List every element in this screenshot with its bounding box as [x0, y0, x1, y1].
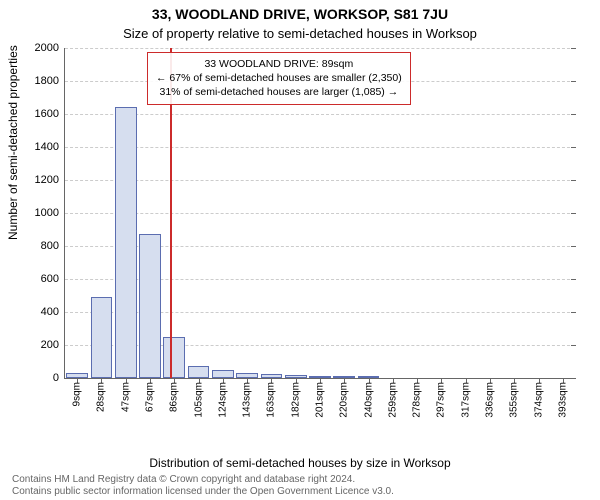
histogram-bar [163, 337, 185, 378]
x-axis-label: Distribution of semi-detached houses by … [0, 456, 600, 470]
ytick-label: 2000 [35, 42, 65, 54]
ytick-mark [571, 378, 576, 379]
ytick-label: 200 [41, 339, 65, 351]
plot-area: 02004006008001000120014001600180020009sq… [64, 48, 575, 379]
ytick-label: 1200 [35, 174, 65, 186]
callout-box: 33 WOODLAND DRIVE: 89sqm ← 67% of semi-d… [147, 52, 411, 105]
xtick-label: 67sqm [145, 378, 156, 412]
xtick-label: 201sqm [315, 378, 326, 418]
gridline [65, 48, 575, 49]
ytick-mark [571, 345, 576, 346]
ytick-label: 1000 [35, 207, 65, 219]
gridline [65, 213, 575, 214]
xtick-label: 124sqm [217, 378, 228, 418]
ytick-label: 400 [41, 306, 65, 318]
xtick-label: 336sqm [485, 378, 496, 418]
histogram-bar [139, 234, 161, 378]
xtick-label: 143sqm [242, 378, 253, 418]
gridline [65, 147, 575, 148]
callout-line-1: 33 WOODLAND DRIVE: 89sqm [156, 57, 402, 71]
xtick-label: 9sqm [72, 378, 83, 406]
xtick-label: 163sqm [266, 378, 277, 418]
ytick-mark [571, 312, 576, 313]
xtick-label: 182sqm [290, 378, 301, 418]
ytick-mark [571, 81, 576, 82]
xtick-label: 28sqm [96, 378, 107, 412]
histogram-bar [188, 366, 210, 378]
footnote: Contains HM Land Registry data © Crown c… [12, 474, 588, 498]
ytick-label: 0 [53, 372, 65, 384]
chart-title-main: 33, WOODLAND DRIVE, WORKSOP, S81 7JU [0, 6, 600, 22]
gridline [65, 114, 575, 115]
xtick-label: 393sqm [557, 378, 568, 418]
xtick-label: 317sqm [460, 378, 471, 418]
histogram-bar [212, 370, 234, 378]
xtick-label: 297sqm [436, 378, 447, 418]
ytick-mark [571, 213, 576, 214]
xtick-label: 259sqm [387, 378, 398, 418]
ytick-label: 1400 [35, 141, 65, 153]
xtick-label: 355sqm [509, 378, 520, 418]
histogram-bar [91, 297, 113, 378]
callout-line-3: 31% of semi-detached houses are larger (… [156, 85, 402, 99]
xtick-label: 374sqm [533, 378, 544, 418]
y-axis-label: Number of semi-detached properties [6, 45, 20, 240]
ytick-mark [571, 180, 576, 181]
gridline [65, 180, 575, 181]
callout-line-2: ← 67% of semi-detached houses are smalle… [156, 71, 402, 85]
histogram-bar [115, 107, 137, 378]
xtick-label: 278sqm [412, 378, 423, 418]
ytick-label: 600 [41, 273, 65, 285]
ytick-mark [571, 246, 576, 247]
xtick-label: 220sqm [339, 378, 350, 418]
ytick-mark [571, 48, 576, 49]
footnote-line-1: Contains HM Land Registry data © Crown c… [12, 474, 588, 486]
ytick-label: 800 [41, 240, 65, 252]
ytick-mark [571, 147, 576, 148]
xtick-label: 105sqm [193, 378, 204, 418]
ytick-mark [571, 114, 576, 115]
ytick-label: 1800 [35, 75, 65, 87]
ytick-mark [571, 279, 576, 280]
chart-container: 33, WOODLAND DRIVE, WORKSOP, S81 7JU Siz… [0, 0, 600, 500]
xtick-label: 240sqm [363, 378, 374, 418]
xtick-label: 47sqm [120, 378, 131, 412]
xtick-label: 86sqm [169, 378, 180, 412]
ytick-label: 1600 [35, 108, 65, 120]
chart-title-sub: Size of property relative to semi-detach… [0, 26, 600, 41]
footnote-line-2: Contains public sector information licen… [12, 486, 588, 498]
